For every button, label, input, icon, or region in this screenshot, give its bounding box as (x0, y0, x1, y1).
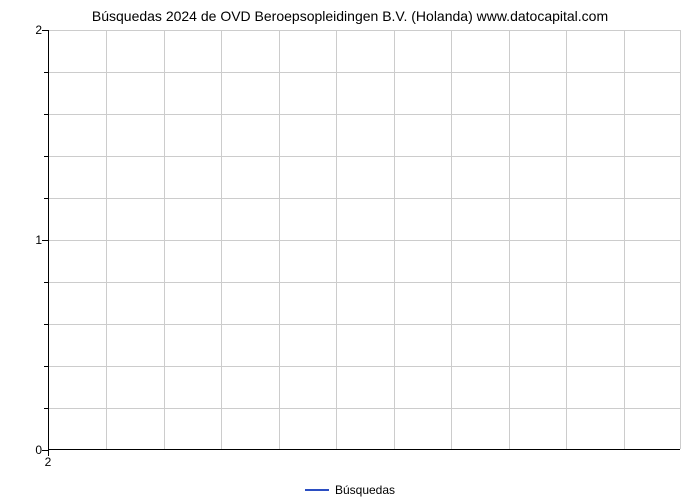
v-gridline (509, 30, 510, 449)
v-gridline (624, 30, 625, 449)
h-gridline (49, 114, 680, 115)
h-gridline (49, 240, 680, 241)
v-gridline (566, 30, 567, 449)
h-gridline (49, 324, 680, 325)
h-gridline (49, 156, 680, 157)
v-gridline (680, 30, 681, 449)
v-gridline (451, 30, 452, 449)
legend-swatch (305, 489, 329, 491)
x-tick-mark (48, 450, 49, 456)
legend: Búsquedas (0, 478, 700, 497)
h-gridline (49, 198, 680, 199)
chart-title: Búsquedas 2024 de OVD Beroepsopleidingen… (0, 8, 700, 24)
v-gridline (164, 30, 165, 449)
x-tick-label: 2 (45, 455, 52, 469)
v-gridline (336, 30, 337, 449)
plot-area (48, 30, 680, 450)
y-tick-label: 0 (12, 443, 42, 457)
chart-container: Búsquedas 2024 de OVD Beroepsopleidingen… (0, 0, 700, 500)
v-gridline (394, 30, 395, 449)
y-tick-label: 2 (12, 23, 42, 37)
h-gridline (49, 366, 680, 367)
h-gridline (49, 282, 680, 283)
v-gridline (106, 30, 107, 449)
h-gridline (49, 408, 680, 409)
h-gridline (49, 72, 680, 73)
y-tick-label: 1 (12, 233, 42, 247)
v-gridline (279, 30, 280, 449)
v-gridline (221, 30, 222, 449)
legend-item: Búsquedas (305, 483, 395, 497)
h-gridline (49, 30, 680, 31)
legend-label: Búsquedas (335, 483, 395, 497)
